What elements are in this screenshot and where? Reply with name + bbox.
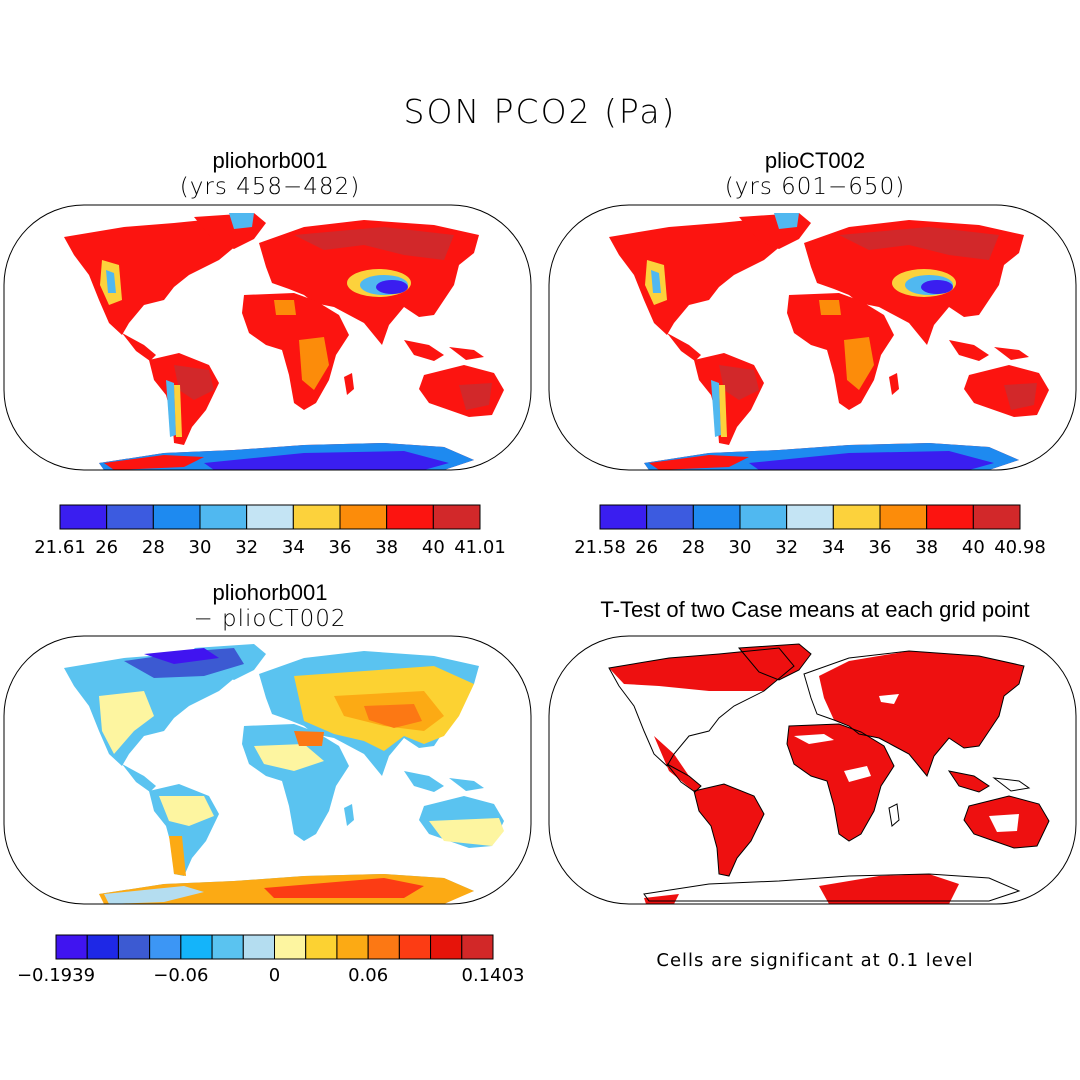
colorbar-top-right-swatch <box>832 504 881 530</box>
colorbar-top-left-tick-label: 36 <box>329 537 352 558</box>
colorbar-top-right-tick-label: 28 <box>682 537 705 558</box>
colorbar-bottom-left-swatch <box>117 934 151 960</box>
colorbar-top-right: 21.58 26 28 30 32 34 36 38 40 40.98 <box>574 504 1046 558</box>
colorbar-top-right-swatch <box>926 504 974 530</box>
colorbar-top-right-tick-label: 36 <box>869 537 892 558</box>
colorbar-top-right-tick-label: 40 <box>962 537 985 558</box>
colorbar-top-left-tick-label: 41.01 <box>454 537 506 558</box>
colorbar-bottom-left-swatch <box>336 934 369 960</box>
panel-subtitle-top-right: (yrs 601−650) <box>724 174 906 200</box>
colorbar-bottom-left-swatch <box>461 934 494 960</box>
colorbar-top-left-swatch <box>292 504 341 530</box>
colorbar-top-right-swatch <box>972 504 1021 530</box>
panel-title-top-right: plioCT002 <box>764 148 866 173</box>
colorbar-bottom-left-tick-label: 0.06 <box>348 965 388 986</box>
colorbar-top-right-tick-label: 34 <box>822 537 845 558</box>
colorbar-bottom-left-swatch <box>367 934 400 960</box>
colorbar-top-left-tick-label: 21.61 <box>34 537 86 558</box>
colorbar-bottom-left-swatch <box>398 934 432 960</box>
colorbar-bottom-left-tick-label: 0.1403 <box>462 965 525 986</box>
colorbar-top-right-tick-label: 21.58 <box>574 537 626 558</box>
colorbar-bottom-left-tick-label: 0 <box>269 965 280 986</box>
colorbar-top-left-tick-label: 30 <box>189 537 212 558</box>
colorbar-top-right-tick-label: 32 <box>775 537 798 558</box>
map-panel-top-right <box>548 204 1077 471</box>
colorbar-bottom-left-swatch <box>430 934 463 960</box>
colorbar-bottom-left-swatch <box>242 934 276 960</box>
colorbar-top-right-tick-label: 38 <box>915 537 938 558</box>
colorbar-bottom-left-swatch <box>180 934 213 960</box>
colorbar-top-left-tick-label: 28 <box>142 537 165 558</box>
colorbar-top-right-swatch <box>599 504 648 530</box>
colorbar-top-left-tick-label: 26 <box>95 537 118 558</box>
colorbar-top-left-tick-label: 32 <box>235 537 258 558</box>
colorbar-top-left-tick-label: 40 <box>422 537 445 558</box>
panel-title-top-left: pliohorb001 <box>212 148 328 173</box>
colorbar-top-left-swatch <box>432 504 481 530</box>
colorbar-top-right-tick-label: 40.98 <box>994 537 1046 558</box>
colorbar-top-left-swatch <box>386 504 434 530</box>
colorbar-bottom-left: −0.1939 −0.06 0 0.06 0.1403 <box>17 934 525 986</box>
colorbar-top-left: 21.61 26 28 30 32 34 36 38 40 41.01 <box>34 504 506 558</box>
colorbar-top-right-swatch <box>692 504 741 530</box>
colorbar-bottom-left-swatch <box>149 934 182 960</box>
colorbar-bottom-left-swatch <box>86 934 119 960</box>
map-panel-bottom-right <box>548 635 1077 905</box>
colorbar-bottom-left-swatch <box>274 934 307 960</box>
colorbar-top-right-swatch <box>646 504 694 530</box>
figure-title: SON PCO2 (Pa) <box>403 92 677 131</box>
map-panel-top-left <box>3 204 532 471</box>
colorbar-top-right-swatch <box>739 504 788 530</box>
colorbar-top-right-swatch <box>786 504 834 530</box>
colorbar-bottom-left-tick-label: −0.06 <box>153 965 208 986</box>
colorbar-top-right-tick-label: 30 <box>729 537 752 558</box>
significance-note: Cells are significant at 0.1 level <box>656 950 974 971</box>
colorbar-top-left-tick-label: 38 <box>375 537 398 558</box>
colorbar-top-left-tick-label: 34 <box>282 537 305 558</box>
map-panel-bottom-left <box>3 635 532 905</box>
colorbar-bottom-left-swatch <box>305 934 338 960</box>
colorbar-top-left-swatch <box>339 504 388 530</box>
panel-title-bottom-left: pliohorb001 <box>212 580 328 605</box>
panel-subtitle-bottom-left: − plioCT002 <box>193 606 347 632</box>
colorbar-top-right-swatch <box>879 504 928 530</box>
colorbar-top-right-tick-label: 26 <box>635 537 658 558</box>
colorbar-bottom-left-swatch <box>211 934 244 960</box>
panel-subtitle-top-left: (yrs 458−482) <box>179 174 361 200</box>
colorbar-bottom-left-swatch <box>55 934 88 960</box>
colorbar-top-left-swatch <box>106 504 154 530</box>
colorbar-bottom-left-tick-label: −0.1939 <box>17 965 95 986</box>
panel-title-bottom-right: T-Test of two Case means at each grid po… <box>600 597 1030 622</box>
colorbar-top-left-swatch <box>246 504 294 530</box>
